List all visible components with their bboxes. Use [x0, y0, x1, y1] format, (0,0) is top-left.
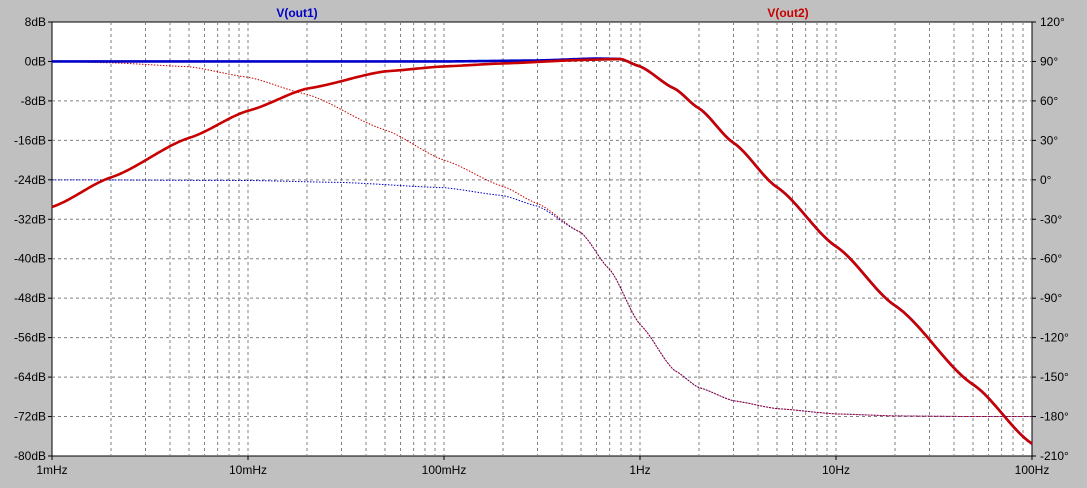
grid-layer: [52, 22, 1032, 456]
y-tick-label: -48dB: [14, 291, 46, 305]
y2-tick-label: 60°: [1040, 94, 1058, 108]
y2-tick-label: -90°: [1040, 291, 1062, 305]
x-tick-label: 100mHz: [422, 463, 467, 477]
y-tick-label: 8dB: [25, 15, 46, 29]
x-tick-label: 1mHz: [36, 463, 67, 477]
y2-tick-label: -180°: [1040, 410, 1069, 424]
y2-tick-label: 90°: [1040, 54, 1058, 68]
y-tick-label: -40dB: [14, 252, 46, 266]
tick-layer: 1mHz 10mHz 100mHz 1Hz 10Hz 100Hz 8dB 0dB -8dB -16…: [14, 15, 1069, 477]
y-tick-label: -80dB: [14, 449, 46, 463]
phase-line-V(out2): [51, 60, 1032, 418]
y2-tick-label: -150°: [1040, 370, 1069, 384]
y2-tick-label: 30°: [1040, 133, 1058, 147]
y2-tick-label: -210°: [1040, 449, 1069, 463]
y2-tick-label: -60°: [1040, 252, 1062, 266]
y-tick-label: -16dB: [14, 133, 46, 147]
legend-out2[interactable]: V(out2): [767, 6, 808, 20]
y-tick-label: -64dB: [14, 370, 46, 384]
x-tick-label: 1Hz: [629, 463, 650, 477]
plot-area: [51, 21, 1033, 457]
legend-out1[interactable]: V(out1): [276, 6, 317, 20]
y2-tick-label: 120°: [1040, 15, 1065, 29]
y-tick-label: -56dB: [14, 331, 46, 345]
x-tick-label: 100Hz: [1015, 463, 1050, 477]
y2-tick-label: -120°: [1040, 331, 1069, 345]
y-tick-label: -32dB: [14, 212, 46, 226]
y-tick-label: -24dB: [14, 173, 46, 187]
magnitude-line-V(out2): [51, 57, 1033, 445]
y2-tick-label: 0°: [1040, 173, 1052, 187]
y-tick-label: -72dB: [14, 410, 46, 424]
y2-tick-label: -30°: [1040, 212, 1062, 226]
curve-layer: [51, 57, 1033, 445]
y-tick-label: -8dB: [21, 94, 46, 108]
y-tick-label: 0dB: [25, 54, 46, 68]
x-tick-label: 10Hz: [822, 463, 850, 477]
x-tick-label: 10mHz: [229, 463, 267, 477]
